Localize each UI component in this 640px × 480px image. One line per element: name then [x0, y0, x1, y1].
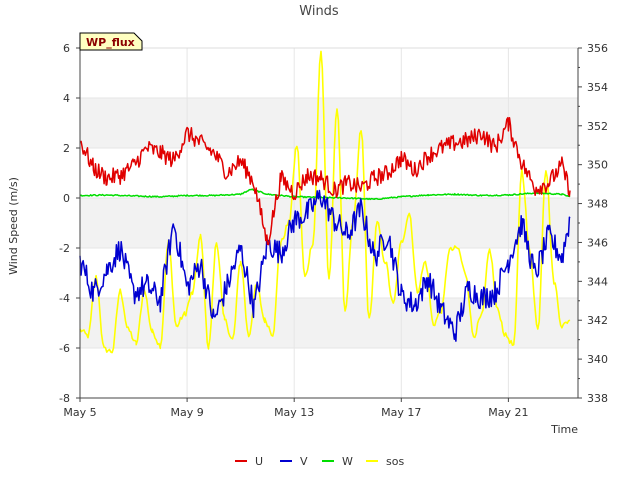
band-1	[80, 198, 578, 248]
series-lines	[79, 50, 571, 354]
right-tick-label: 352	[587, 120, 608, 133]
x-tick-label: May 13	[274, 406, 314, 419]
right-axis: 338 340 342 344 346 348 350 352 354 356	[577, 42, 608, 405]
left-tick-label: 0	[63, 192, 70, 205]
x-tick-label: May 5	[63, 406, 96, 419]
left-tick-label: 2	[63, 142, 70, 155]
series-line-sos	[79, 50, 571, 354]
series-line-w	[79, 188, 571, 201]
chart-title: Winds	[299, 4, 339, 19]
left-tick-label: 6	[63, 42, 70, 55]
legend-label-sos: sos	[386, 455, 404, 468]
legend-label-u: U	[255, 455, 263, 468]
right-tick-label: 346	[587, 236, 608, 249]
left-tick-label: -8	[59, 392, 70, 405]
left-tick-label: -6	[59, 342, 70, 355]
right-tick-label: 344	[587, 275, 608, 288]
background-bands	[80, 98, 578, 348]
x-axis: May 5 May 9 May 13 May 17 May 21	[63, 397, 578, 419]
right-tick-label: 338	[587, 392, 608, 405]
right-tick-label: 348	[587, 198, 608, 211]
band-2	[80, 98, 578, 148]
series-line-v	[79, 189, 571, 342]
series-line-u	[79, 116, 571, 246]
x-tick-label: May 9	[170, 406, 203, 419]
x-tick-label: May 17	[381, 406, 421, 419]
right-tick-label: 342	[587, 314, 608, 327]
site-tag-badge: WP_flux	[79, 32, 143, 51]
left-axis: -8 -6 -4 -2 0 2 4 6	[59, 42, 81, 405]
left-tick-label: -2	[59, 242, 70, 255]
x-tick-label: May 21	[488, 406, 528, 419]
left-tick-label: -4	[59, 292, 70, 305]
x-axis-title: Time	[550, 423, 578, 436]
left-tick-label: 4	[63, 92, 70, 105]
legend-label-v: V	[300, 455, 308, 468]
right-tick-label: 340	[587, 353, 608, 366]
legend-label-w: W	[342, 455, 353, 468]
right-tick-label: 356	[587, 42, 608, 55]
y-axis-title: Wind Speed (m/s)	[7, 177, 20, 275]
site-tag-label: WP_flux	[86, 36, 135, 49]
band-0	[80, 298, 578, 348]
right-tick-label: 354	[587, 81, 608, 94]
right-tick-label: 350	[587, 159, 608, 172]
